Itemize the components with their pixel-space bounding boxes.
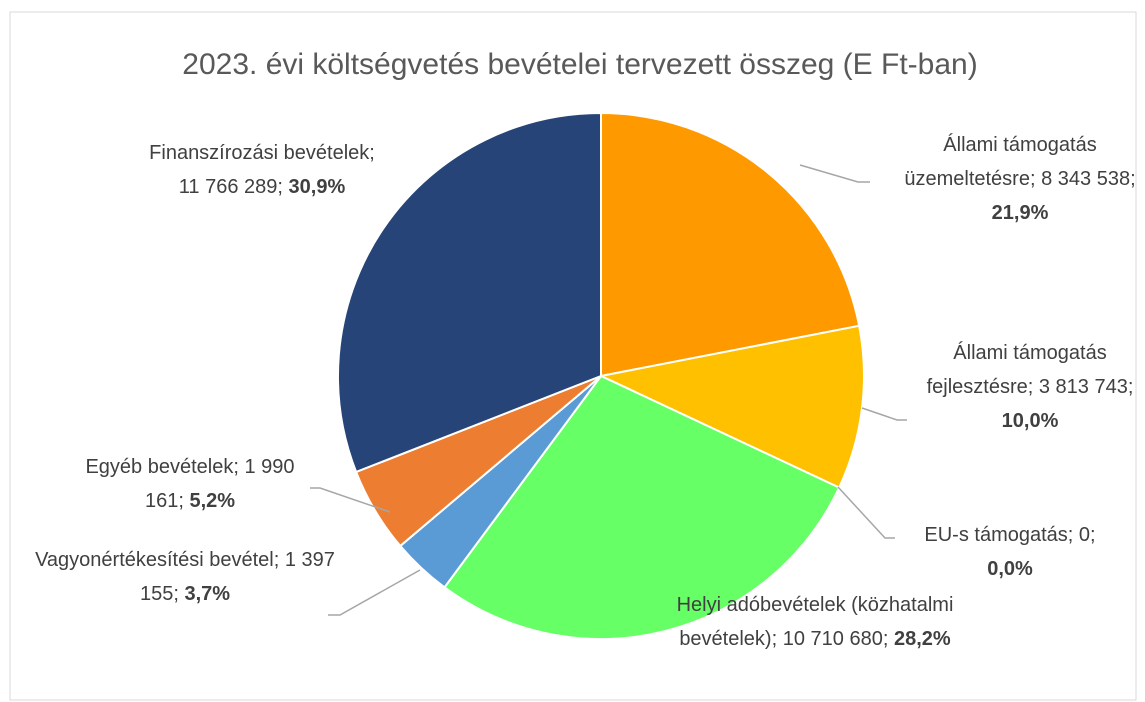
- pie-slice: [337, 111, 602, 474]
- label-category: Egyéb bevételek: [85, 456, 244, 478]
- label-value: 3 813 743: [1039, 376, 1134, 398]
- data-label: Állami támogatás üzemeltetésre 8 343 538…: [885, 128, 1145, 230]
- pie-slice: [443, 374, 841, 640]
- data-label: Állami támogatás fejlesztésre 3 813 743 …: [905, 336, 1145, 438]
- data-label: EU-s támogatás 0 0,0%: [910, 518, 1110, 586]
- chart-title: 2023. évi költségvetés bevételei terveze…: [182, 48, 977, 81]
- label-category: EU-s támogatás: [924, 524, 1079, 546]
- label-value: 11 766 289: [179, 176, 289, 198]
- data-label: Finanszírozási bevételek 11 766 289 30,9…: [137, 136, 387, 204]
- label-percent: 21,9%: [991, 202, 1049, 224]
- label-percent: 10,0%: [1001, 410, 1059, 432]
- label-percent: 5,2%: [189, 490, 236, 512]
- leader-line: [799, 164, 870, 183]
- leader-line: [837, 486, 895, 539]
- data-label: Helyi adóbevételek (közhatalmi bevételek…: [665, 588, 965, 656]
- label-category: Finanszírozási bevételek: [149, 142, 375, 164]
- pie: [337, 111, 865, 640]
- data-label: Egyéb bevételek 1 990 161 5,2%: [65, 450, 315, 518]
- label-percent: 0,0%: [987, 558, 1033, 580]
- label-percent: 30,9%: [288, 176, 346, 198]
- label-percent: 28,2%: [893, 628, 951, 650]
- leader-line: [861, 407, 907, 421]
- label-value: 10 710 680: [783, 628, 894, 650]
- label-percent: 3,7%: [184, 583, 231, 605]
- label-value: 0: [1079, 524, 1096, 546]
- leader-lines: [310, 164, 907, 616]
- leader-line: [328, 569, 421, 616]
- label-category: Vagyonértékesítési bevétel: [35, 549, 285, 571]
- label-value: 8 343 538: [1041, 168, 1136, 190]
- data-label: Vagyonértékesítési bevétel 1 397 155 3,7…: [35, 543, 335, 611]
- leader-line: [310, 487, 391, 513]
- pie-slice: [600, 111, 861, 378]
